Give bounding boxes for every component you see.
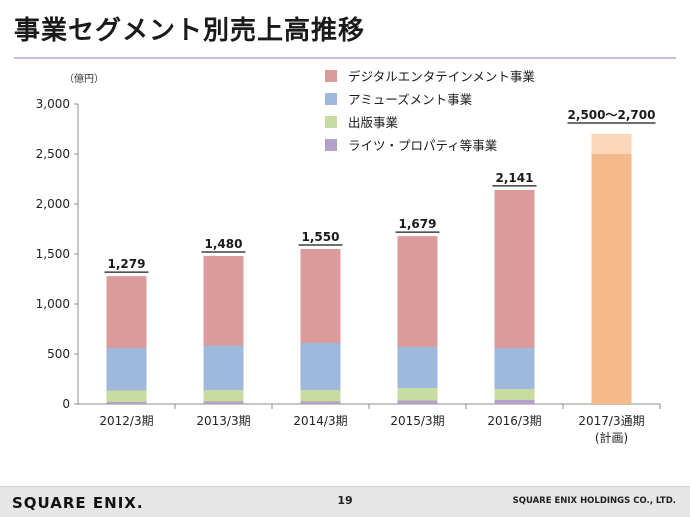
y-tick-label: 2,000 bbox=[36, 197, 70, 211]
bar-segment bbox=[300, 249, 341, 343]
bar-segment bbox=[494, 400, 535, 404]
bar-segment bbox=[203, 401, 244, 404]
legend-label: デジタルエンタテインメント事業 bbox=[348, 69, 535, 84]
bar-segment bbox=[397, 388, 438, 401]
bar-segment bbox=[397, 347, 438, 388]
bar-segment bbox=[494, 189, 535, 348]
bar-segment bbox=[300, 343, 341, 390]
y-tick-label: 1,000 bbox=[36, 297, 70, 311]
total-label: 1,679 bbox=[399, 217, 437, 231]
bar-segment bbox=[106, 276, 147, 348]
x-tick-label: 2017/3通期 bbox=[578, 414, 644, 428]
y-tick-label: 2,500 bbox=[36, 147, 70, 161]
y-tick-label: 0 bbox=[62, 397, 70, 411]
bar-segment bbox=[106, 402, 147, 404]
forecast-range-bar bbox=[591, 134, 632, 154]
legend-swatch bbox=[325, 139, 337, 151]
x-tick-label: 2015/3期 bbox=[390, 414, 444, 428]
forecast-bar bbox=[591, 154, 632, 404]
total-label: 1,480 bbox=[205, 237, 243, 251]
bar-segment bbox=[397, 236, 438, 347]
bar-segment bbox=[300, 401, 341, 404]
x-tick-label: (計画) bbox=[595, 430, 628, 445]
bar-segment bbox=[203, 390, 244, 402]
bar-segment bbox=[300, 390, 341, 402]
bar-segment bbox=[397, 400, 438, 404]
y-tick-label: 1,500 bbox=[36, 247, 70, 261]
x-tick-label: 2013/3期 bbox=[196, 414, 250, 428]
sales-chart: （億円） 0 500 1,000 1,500 2,000 2,500 3,000 2012/3期… bbox=[36, 69, 661, 445]
legend-label: ライツ・プロパティ等事業 bbox=[348, 138, 498, 153]
y-tick-label: 500 bbox=[47, 347, 70, 361]
legend-swatch bbox=[325, 93, 337, 105]
legend-label: 出版事業 bbox=[348, 115, 399, 130]
x-tick-label: 2016/3期 bbox=[487, 414, 541, 428]
forecast-total-label: 2,500～2,700 bbox=[568, 108, 656, 122]
company-name: SQUARE ENIX HOLDINGS CO., LTD. bbox=[512, 496, 676, 506]
total-label: 2,141 bbox=[496, 171, 534, 185]
x-tick-label: 2012/3期 bbox=[99, 414, 153, 428]
legend-label: アミューズメント事業 bbox=[348, 92, 473, 107]
page-number: 19 bbox=[337, 494, 353, 507]
bar-segment bbox=[106, 390, 147, 402]
legend-swatch bbox=[325, 116, 337, 128]
y-tick-label: 3,000 bbox=[36, 97, 70, 111]
bar-segment bbox=[203, 345, 244, 390]
bar-segment bbox=[106, 348, 147, 391]
page-title: 事業セグメント別売上高推移 bbox=[14, 16, 366, 46]
square-enix-logo: SQUARE ENIX. bbox=[12, 494, 144, 512]
x-tick-label: 2014/3期 bbox=[293, 414, 347, 428]
y-unit-label: （億円） bbox=[64, 72, 104, 85]
total-label: 1,279 bbox=[108, 257, 146, 271]
bar-segment bbox=[494, 348, 535, 389]
total-label: 1,550 bbox=[302, 230, 340, 244]
bar-segment bbox=[203, 256, 244, 346]
legend-swatch bbox=[325, 70, 337, 82]
title-divider bbox=[14, 57, 676, 59]
footer: SQUARE ENIX. 19 SQUARE ENIX HOLDINGS CO.… bbox=[0, 486, 690, 517]
bar-segment bbox=[494, 389, 535, 400]
